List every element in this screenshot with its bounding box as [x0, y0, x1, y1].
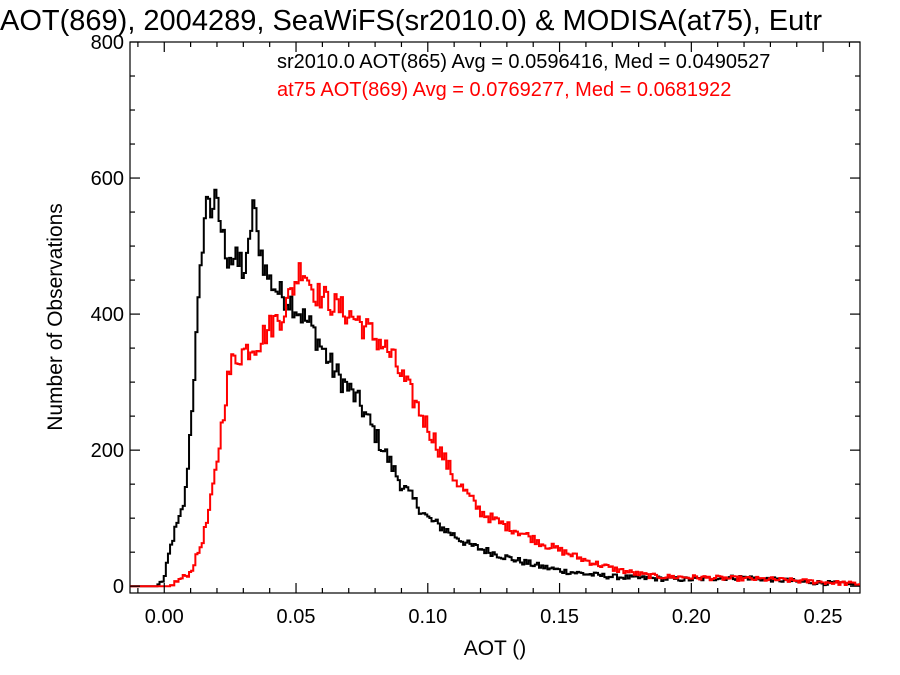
x-tick-label: 0.15: [540, 606, 579, 628]
x-tick-label: 0.00: [145, 606, 184, 628]
plot-frame: [129, 41, 861, 594]
x-axis-label: AOT (): [464, 637, 527, 660]
y-tick-label: 0: [113, 576, 124, 598]
chart-title: AOT(869), 2004289, SeaWiFS(sr2010.0) & M…: [0, 5, 822, 37]
axis-ticks: 0.00 0.05 0.10 0.15 0.20 0.25 0 200 400 600 800: [91, 32, 860, 628]
x-tick-label: 0.05: [277, 606, 316, 628]
y-axis-label: Number of Observations: [44, 203, 67, 431]
x-tick-label: 0.10: [408, 606, 447, 628]
y-tick-label: 800: [91, 32, 124, 54]
y-tick-label: 200: [91, 440, 124, 462]
x-tick-label: 0.25: [804, 606, 843, 628]
legend-entry-sr2010: sr2010.0 AOT(865) Avg = 0.0596416, Med =…: [277, 51, 770, 73]
legend-entry-at75: at75 AOT(869) Avg = 0.0769277, Med = 0.0…: [277, 79, 731, 101]
series-group: [130, 188, 860, 588]
x-tick-label: 0.20: [672, 606, 711, 628]
series-at75-line: [130, 262, 860, 588]
y-tick-label: 400: [91, 304, 124, 326]
y-tick-label: 600: [91, 168, 124, 190]
